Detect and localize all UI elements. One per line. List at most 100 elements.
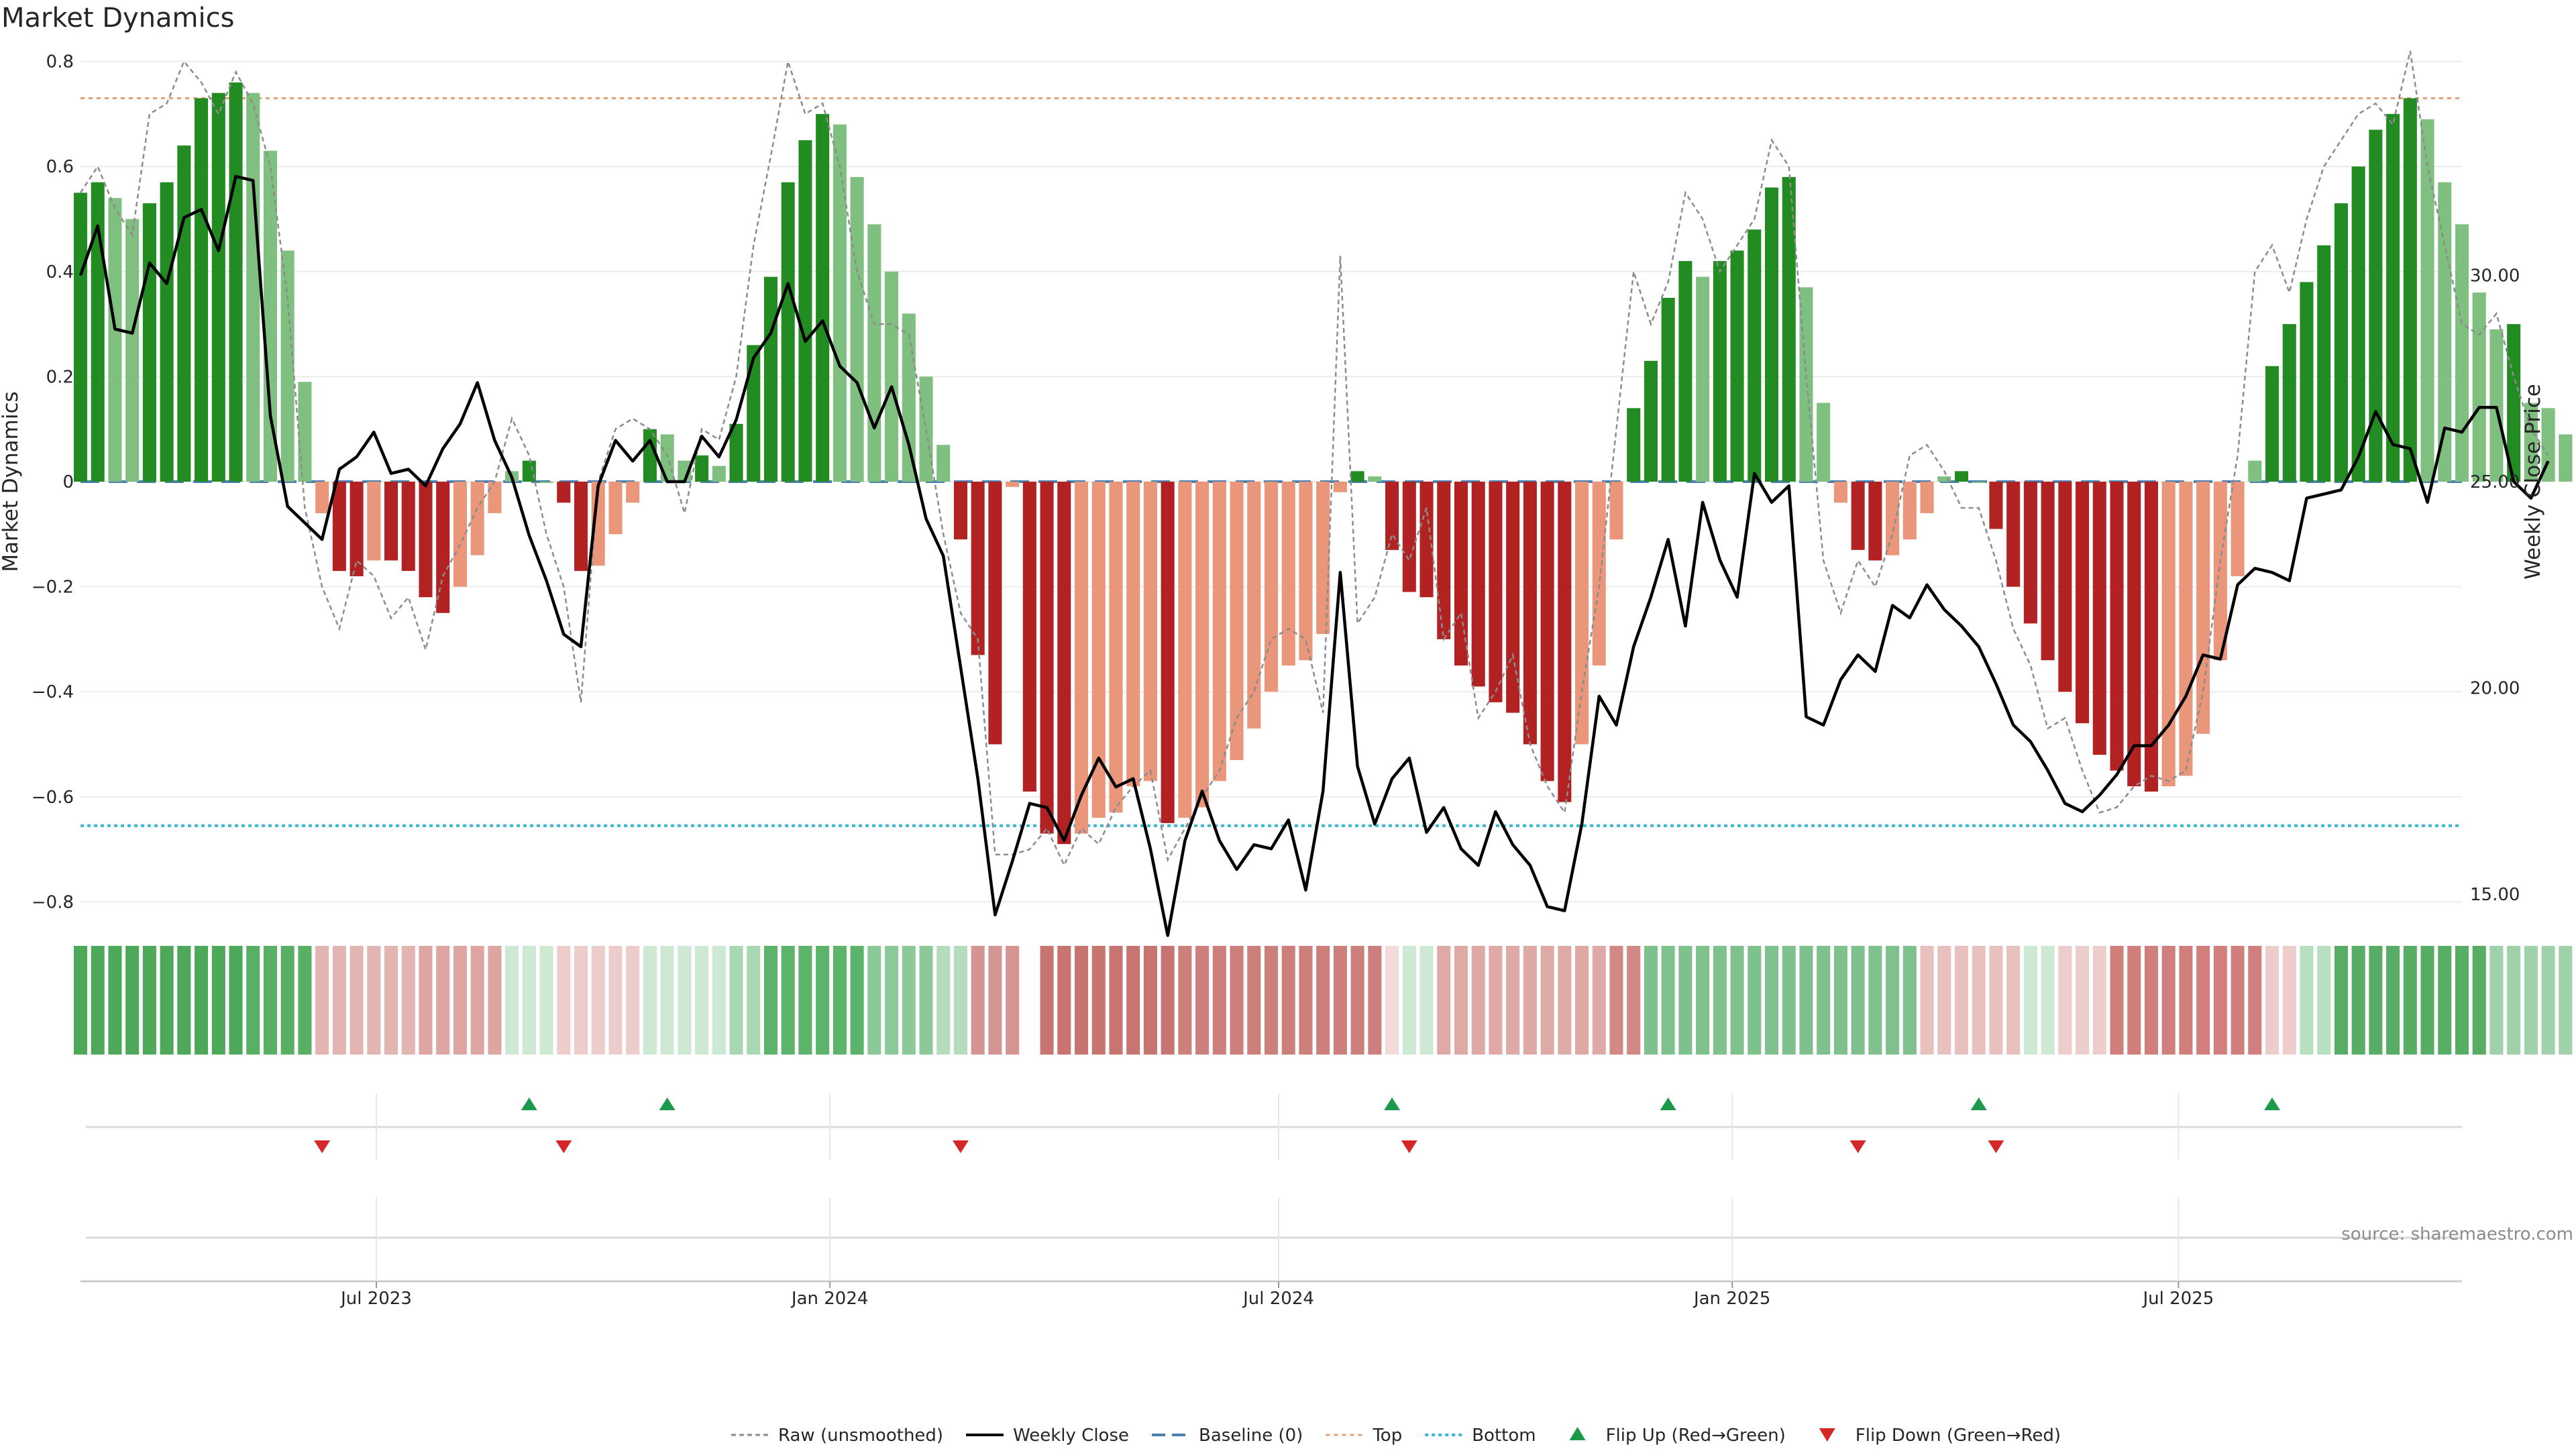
- band-cell: [1920, 946, 1934, 1055]
- band-cell: [936, 946, 951, 1055]
- dynamics-bar: [1091, 482, 1106, 818]
- band-cell: [2196, 946, 2210, 1055]
- band-cell: [1972, 946, 1986, 1055]
- band-cell: [2127, 946, 2141, 1055]
- x-tick-label: Jul 2023: [339, 1289, 412, 1309]
- band-cell: [2248, 946, 2262, 1055]
- band-cell: [2144, 946, 2158, 1055]
- dynamics-bar: [1143, 482, 1157, 782]
- dynamics-bar: [2507, 324, 2521, 482]
- y-tick-label: −0.4: [32, 682, 74, 702]
- dynamics-bar: [1902, 482, 1917, 540]
- band-cell: [1558, 946, 1572, 1055]
- band-cell: [1091, 946, 1106, 1055]
- dynamics-bar: [522, 460, 536, 482]
- dynamics-bar: [1230, 482, 1244, 760]
- band-cell: [505, 946, 519, 1055]
- legend-item: Flip Up (Red→Green): [1569, 1426, 1786, 1446]
- band-cell: [1937, 946, 1951, 1055]
- axes: 0.8 0.6 0.4 0.2 0 −0.2 −0.4 −0.6 −0.8 30.00 25.00 2…: [32, 52, 2520, 913]
- x-tick-label: Jan 2025: [1693, 1289, 1771, 1309]
- band-cell: [125, 946, 140, 1055]
- band-cell: [1126, 946, 1140, 1055]
- band-cell: [1575, 946, 1589, 1055]
- dynamics-bar: [384, 482, 398, 561]
- band-cell: [539, 946, 553, 1055]
- dynamics-bar: [2282, 324, 2296, 482]
- dynamics-bar: [2179, 482, 2193, 776]
- dynamics-bar: [1126, 482, 1140, 787]
- dynamics-bar: [626, 482, 640, 503]
- dynamics-bar: [160, 182, 174, 482]
- dynamics-bar: [1195, 482, 1210, 808]
- flip-down-marker: [1401, 1140, 1417, 1153]
- band-cell: [1730, 946, 1744, 1055]
- band-cell: [1696, 946, 1710, 1055]
- y-tick-label: 0.4: [46, 262, 74, 282]
- band-cell: [436, 946, 450, 1055]
- dynamics-bar: [539, 482, 553, 483]
- band-cell: [2351, 946, 2365, 1055]
- band-cell: [2317, 946, 2331, 1055]
- band-cell: [2438, 946, 2452, 1055]
- legend-item: Top: [1326, 1426, 1402, 1446]
- dynamics-bar: [1644, 360, 1658, 482]
- dynamics-bar: [557, 482, 571, 503]
- band-cell: [574, 946, 588, 1055]
- band-cell: [712, 946, 726, 1055]
- band-cell: [1764, 946, 1779, 1055]
- band-cell: [2161, 946, 2176, 1055]
- band-cell: [1713, 946, 1727, 1055]
- dynamics-bar: [763, 276, 778, 482]
- band-cell: [91, 946, 105, 1055]
- dynamics-bar: [1264, 482, 1279, 692]
- band-cell: [1454, 946, 1468, 1055]
- dynamics-bar: [2317, 245, 2331, 482]
- flip-down-marker: [1849, 1140, 1866, 1153]
- flip-up-marker: [1970, 1097, 1987, 1110]
- y2-tick-label: 30.00: [2470, 266, 2520, 286]
- band-cell: [1678, 946, 1693, 1055]
- legend-swatch: [1819, 1428, 1835, 1442]
- legend-item: Bottom: [1425, 1426, 1536, 1446]
- dynamics-bar: [1713, 261, 1727, 482]
- band-cell: [1471, 946, 1485, 1055]
- flip-up-marker: [1384, 1097, 1401, 1110]
- weekly-close-line: [78, 174, 2550, 937]
- dynamics-bar: [1972, 482, 1986, 483]
- dynamics-bar: [195, 98, 209, 482]
- band-cell: [2110, 946, 2124, 1055]
- band-cell: [2231, 946, 2245, 1055]
- dynamics-bar: [1316, 482, 1330, 635]
- dynamics-bar: [1609, 482, 1623, 540]
- band-cell: [695, 946, 709, 1055]
- dynamics-bar: [2455, 224, 2469, 482]
- band-cell: [2006, 946, 2021, 1055]
- band-cell: [885, 946, 899, 1055]
- dynamics-bar: [1833, 482, 1847, 503]
- band-cell: [1902, 946, 1917, 1055]
- band-cell: [2265, 946, 2279, 1055]
- dynamics-bar: [1523, 482, 1537, 745]
- band-cell: [1627, 946, 1641, 1055]
- dynamics-bar: [2231, 482, 2245, 576]
- band-cell: [1851, 946, 1865, 1055]
- dynamics-bar: [2127, 482, 2141, 787]
- band-cell: [1817, 946, 1831, 1055]
- dynamics-bar: [1696, 276, 1710, 482]
- dynamics-bar: [936, 445, 951, 482]
- dynamics-bar: [315, 482, 329, 513]
- dynamics-bar: [729, 423, 743, 482]
- dynamics-bar: [1730, 250, 1744, 482]
- dynamics-bar: [2300, 282, 2314, 482]
- dynamics-bar: [833, 124, 847, 482]
- dynamics-bar: [1540, 482, 1554, 782]
- flip-down-marker: [952, 1140, 969, 1153]
- dynamics-bar: [2144, 482, 2158, 792]
- dynamics-bar: [1868, 482, 1882, 561]
- legend-item: Raw (unsmoothed): [731, 1426, 943, 1446]
- band-cell: [1350, 946, 1364, 1055]
- dynamics-bar: [2541, 408, 2555, 482]
- band-cell: [2507, 946, 2521, 1055]
